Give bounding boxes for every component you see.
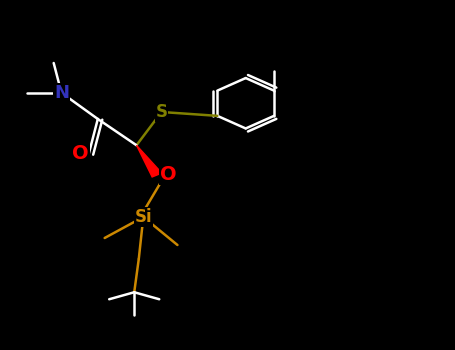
Text: O: O [160, 166, 177, 184]
Text: Si: Si [135, 208, 152, 226]
Polygon shape [136, 145, 162, 177]
Text: O: O [72, 145, 89, 163]
Text: S: S [156, 103, 167, 121]
Text: N: N [54, 84, 69, 102]
